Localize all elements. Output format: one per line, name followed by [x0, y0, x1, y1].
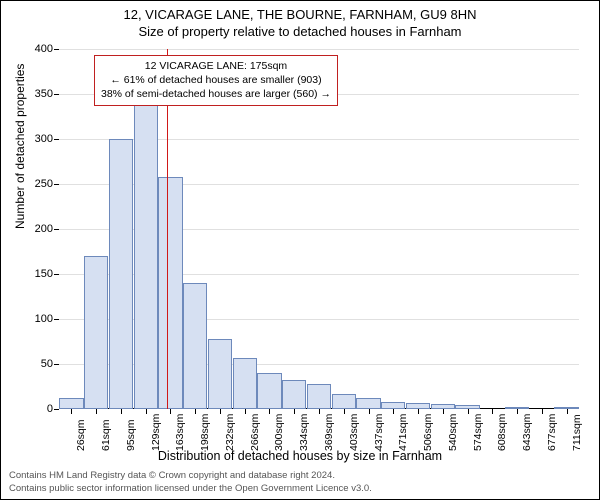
y-tick-mark	[54, 274, 59, 275]
y-tick-label: 0	[13, 403, 53, 415]
footer-line2: Contains public sector information licen…	[9, 483, 372, 495]
histogram-bar	[307, 384, 331, 409]
x-tick-label: 471sqm	[397, 414, 409, 451]
x-tick-mark	[269, 409, 270, 414]
histogram-bar	[332, 394, 356, 409]
x-tick-label: 608sqm	[496, 414, 508, 451]
x-tick-label: 369sqm	[323, 414, 335, 451]
x-tick-label: 300sqm	[273, 414, 285, 451]
x-tick-mark	[195, 409, 196, 414]
x-tick-mark	[517, 409, 518, 414]
x-tick-label: 198sqm	[199, 414, 211, 451]
footer-attribution: Contains HM Land Registry data © Crown c…	[9, 470, 372, 495]
histogram-bar	[109, 139, 133, 409]
y-tick-label: 250	[13, 178, 53, 190]
y-tick-label: 150	[13, 268, 53, 280]
x-tick-label: 403sqm	[348, 414, 360, 451]
y-tick-label: 50	[13, 358, 53, 370]
x-tick-mark	[96, 409, 97, 414]
x-tick-label: 506sqm	[422, 414, 434, 451]
y-tick-mark	[54, 229, 59, 230]
histogram-bar	[84, 256, 108, 409]
x-tick-mark	[245, 409, 246, 414]
grid-line	[59, 49, 579, 50]
histogram-bar	[356, 398, 380, 409]
x-tick-label: 26sqm	[75, 419, 87, 451]
x-tick-mark	[71, 409, 72, 414]
y-tick-mark	[54, 49, 59, 50]
x-tick-mark	[294, 409, 295, 414]
y-tick-label: 100	[13, 313, 53, 325]
histogram-bar	[183, 283, 207, 409]
x-tick-label: 437sqm	[373, 414, 385, 451]
subtitle: Size of property relative to detached ho…	[1, 24, 599, 39]
annotation-line: ← 61% of detached houses are smaller (90…	[101, 73, 331, 87]
x-tick-mark	[567, 409, 568, 414]
address-title: 12, VICARAGE LANE, THE BOURNE, FARNHAM, …	[1, 7, 599, 22]
x-tick-mark	[393, 409, 394, 414]
x-axis-label: Distribution of detached houses by size …	[1, 449, 599, 463]
annotation-line: 12 VICARAGE LANE: 175sqm	[101, 59, 331, 73]
x-tick-label: 711sqm	[571, 414, 583, 451]
x-tick-label: 643sqm	[521, 414, 533, 451]
histogram-bar	[134, 102, 158, 409]
x-tick-mark	[418, 409, 419, 414]
y-tick-label: 350	[13, 88, 53, 100]
x-tick-label: 163sqm	[174, 414, 186, 451]
histogram-bar	[282, 380, 306, 409]
x-tick-label: 334sqm	[298, 414, 310, 451]
y-tick-label: 400	[13, 43, 53, 55]
y-tick-mark	[54, 94, 59, 95]
y-tick-mark	[54, 139, 59, 140]
x-tick-mark	[220, 409, 221, 414]
x-tick-label: 232sqm	[224, 414, 236, 451]
histogram-bar	[59, 398, 83, 409]
histogram-bar	[208, 339, 232, 409]
y-tick-label: 300	[13, 133, 53, 145]
x-tick-label: 677sqm	[546, 414, 558, 451]
y-tick-mark	[54, 364, 59, 365]
annotation-line: 38% of semi-detached houses are larger (…	[101, 87, 331, 101]
x-tick-label: 95sqm	[125, 419, 137, 451]
y-tick-mark	[54, 409, 59, 410]
histogram-bar	[158, 177, 182, 409]
x-tick-mark	[468, 409, 469, 414]
x-tick-label: 266sqm	[249, 414, 261, 451]
histogram-plot: 05010015020025030035040026sqm61sqm95sqm1…	[59, 49, 579, 409]
x-tick-mark	[344, 409, 345, 414]
x-tick-mark	[492, 409, 493, 414]
y-tick-mark	[54, 184, 59, 185]
histogram-bar	[233, 358, 257, 409]
histogram-bar	[257, 373, 281, 409]
x-tick-mark	[542, 409, 543, 414]
x-tick-mark	[146, 409, 147, 414]
x-tick-mark	[170, 409, 171, 414]
y-tick-mark	[54, 319, 59, 320]
footer-line1: Contains HM Land Registry data © Crown c…	[9, 470, 372, 482]
histogram-bar	[381, 402, 405, 409]
x-tick-mark	[369, 409, 370, 414]
x-tick-mark	[443, 409, 444, 414]
y-tick-label: 200	[13, 223, 53, 235]
x-tick-label: 129sqm	[150, 414, 162, 451]
x-tick-mark	[319, 409, 320, 414]
annotation-box: 12 VICARAGE LANE: 175sqm← 61% of detache…	[94, 55, 338, 106]
x-tick-mark	[121, 409, 122, 414]
x-tick-label: 574sqm	[472, 414, 484, 451]
x-tick-label: 61sqm	[100, 419, 112, 451]
x-tick-label: 540sqm	[447, 414, 459, 451]
